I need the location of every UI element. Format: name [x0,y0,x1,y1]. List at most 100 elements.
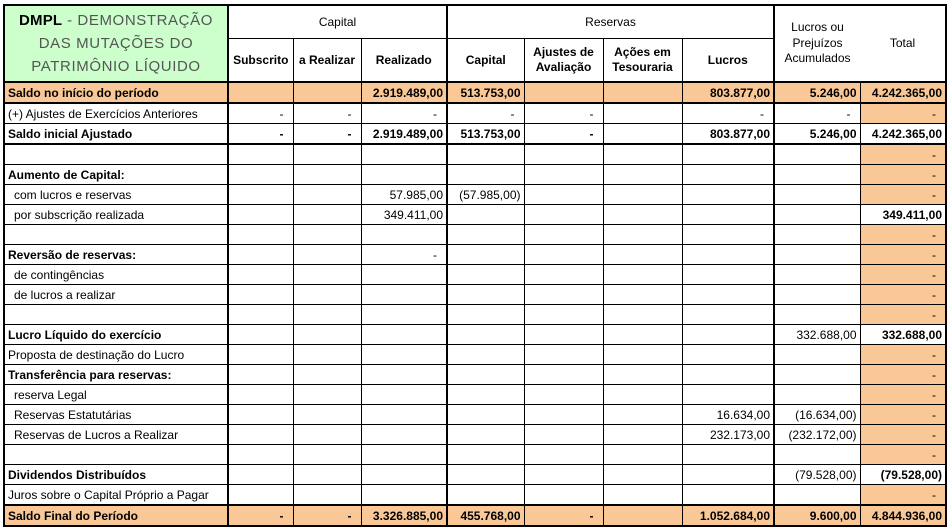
cell-lucros-prejuizos-acumulados: (16.634,00) [773,404,861,425]
cell-acoes-tesouraria [602,324,683,345]
cell-lucros-prejuizos-acumulados [773,143,861,165]
cell-subscrito [227,81,294,104]
title-cell: DMPL - DEMONSTRAÇÃO DAS MUTAÇÕES DO PATR… [3,4,229,83]
cell-subscrito [227,464,294,485]
cell-capital-reservas [446,264,525,285]
table-row: de lucros a realizar - [3,284,947,305]
cell-acoes-tesouraria [602,244,683,265]
cell-acoes-tesouraria [602,123,683,145]
cell-a-realizar [292,364,362,385]
cell-acoes-tesouraria [602,404,683,425]
table-row: Juros sobre o Capital Próprio a Pagar - [3,484,947,506]
row-label [3,224,229,245]
cell-acoes-tesouraria [602,164,683,185]
cell-ajustes-avaliacao: - [523,123,604,145]
row-label [3,304,229,325]
cell-capital-reservas [446,344,525,365]
cell-ajustes-avaliacao: - [523,102,604,124]
cell-a-realizar [292,424,362,445]
cell-lucros [681,264,775,285]
cell-ajustes-avaliacao [523,364,604,385]
cell-lucros-prejuizos-acumulados [773,304,861,325]
cell-lucros [681,164,775,185]
cell-a-realizar [292,344,362,365]
cell-capital-reservas: - [446,102,525,124]
cell-total: - [859,364,947,385]
table-row: Transferência para reservas: - [3,364,947,385]
cell-capital-reservas [446,404,525,425]
cell-lucros-prejuizos-acumulados: 5.246,00 [773,81,861,104]
table-row: Proposta de destinação do Lucro - [3,344,947,365]
table-row: Reversão de reservas: - - [3,244,947,265]
cell-acoes-tesouraria [602,143,683,165]
row-label: Transferência para reservas: [3,364,229,385]
header-a-realizar: a Realizar [292,38,362,83]
cell-total: 349.411,00 [859,204,947,225]
row-label: Saldo inicial Ajustado [3,123,229,145]
cell-realizado: 57.985,00 [360,184,448,205]
row-label [3,444,229,465]
cell-capital-reservas [446,464,525,485]
cell-capital-reservas [446,143,525,165]
cell-total: - [859,284,947,305]
cell-realizado [360,364,448,385]
cell-total: (79.528,00) [859,464,947,485]
table-row: Saldo no início do período 2.919.489,00 51… [3,81,947,104]
cell-a-realizar: - [292,123,362,145]
cell-lucros-prejuizos-acumulados: (232.172,00) [773,424,861,445]
cell-subscrito: - [227,123,294,145]
table-row: Dividendos Distribuídos (79.528,00) (79.52… [3,464,947,485]
cell-subscrito [227,384,294,405]
cell-subscrito [227,344,294,365]
cell-acoes-tesouraria [602,464,683,485]
cell-ajustes-avaliacao [523,284,604,305]
cell-subscrito [227,143,294,165]
cell-lucros-prejuizos-acumulados [773,244,861,265]
cell-lucros: 1.052.684,00 [681,504,775,527]
table-row: reserva Legal - [3,384,947,405]
cell-subscrito [227,164,294,185]
header-acoes-tesouraria: Ações em Tesouraria [602,38,683,83]
header-total: Total [860,4,947,83]
cell-subscrito: - [227,504,294,527]
cell-ajustes-avaliacao [523,164,604,185]
cell-realizado: 3.326.885,00 [360,504,448,527]
cell-capital-reservas [446,384,525,405]
cell-capital-reservas [446,224,525,245]
row-label: Saldo Final do Período [3,504,229,527]
cell-a-realizar [292,264,362,285]
cell-acoes-tesouraria [602,304,683,325]
table-row: (+) Ajustes de Exercícios Anteriores - - - -… [3,102,947,124]
cell-realizado [360,404,448,425]
cell-capital-reservas: 513.753,00 [446,123,525,145]
cell-realizado [360,324,448,345]
cell-subscrito [227,204,294,225]
table-row: Reservas de Lucros a Realizar 232.173,00(… [3,424,947,445]
table-row: - [3,444,947,465]
cell-total: - [859,484,947,506]
cell-ajustes-avaliacao [523,424,604,445]
cell-a-realizar [292,404,362,425]
cell-a-realizar [292,204,362,225]
cell-acoes-tesouraria [602,384,683,405]
header-ajustes-avaliacao: Ajustes de Avaliação [523,38,604,83]
header-lucros-prejuizos-acumulados: Lucros ou Prejuízos Acumulados [773,4,860,83]
cell-realizado [360,384,448,405]
cell-realizado [360,304,448,325]
cell-lucros [681,444,775,465]
cell-total: - [859,264,947,285]
row-label: Juros sobre o Capital Próprio a Pagar [3,484,229,506]
row-label [3,143,229,165]
cell-realizado: - [360,102,448,124]
cell-lucros [681,464,775,485]
table-row: - [3,224,947,245]
cell-subscrito [227,404,294,425]
cell-realizado [360,164,448,185]
cell-lucros [681,204,775,225]
table-row: por subscrição realizada 349.411,00 349.41… [3,204,947,225]
cell-a-realizar: - [292,504,362,527]
row-label: Reservas Estatutárias [3,404,229,425]
cell-subscrito [227,244,294,265]
cell-ajustes-avaliacao [523,304,604,325]
cell-realizado [360,464,448,485]
